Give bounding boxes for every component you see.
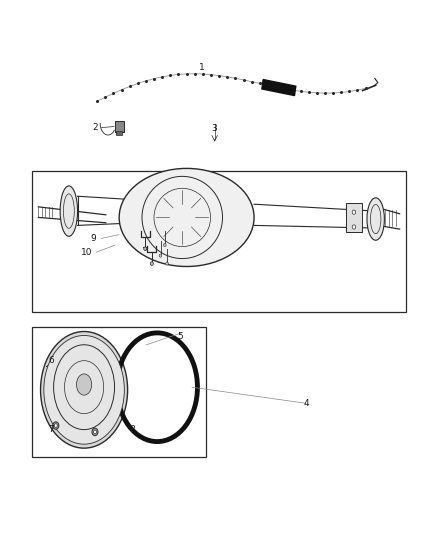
Text: 4: 4 [303,399,309,408]
Ellipse shape [159,254,162,257]
Ellipse shape [163,244,166,247]
Text: 5: 5 [177,332,183,341]
Bar [115,121,124,132]
Ellipse shape [352,225,356,229]
Ellipse shape [150,262,153,265]
Ellipse shape [93,430,96,434]
Bar [346,203,362,232]
Ellipse shape [166,262,168,265]
Ellipse shape [352,210,356,214]
Ellipse shape [60,186,78,236]
Ellipse shape [77,374,92,395]
Bar [116,131,121,135]
Ellipse shape [44,335,124,444]
Text: 10: 10 [81,248,92,257]
Text: 2: 2 [92,123,98,132]
Text: 7: 7 [49,425,54,434]
Text: 9: 9 [90,234,95,243]
Polygon shape [262,79,296,95]
Text: 8: 8 [129,425,135,434]
Ellipse shape [41,332,127,448]
Text: 6: 6 [49,356,54,365]
Ellipse shape [367,198,385,240]
Ellipse shape [144,247,147,251]
Text: 1: 1 [199,63,205,72]
Text: 3: 3 [212,124,218,133]
Bar [32,171,406,312]
Ellipse shape [54,424,57,427]
Ellipse shape [119,168,254,266]
Ellipse shape [92,428,98,435]
Bar [32,327,206,457]
Ellipse shape [53,422,59,429]
